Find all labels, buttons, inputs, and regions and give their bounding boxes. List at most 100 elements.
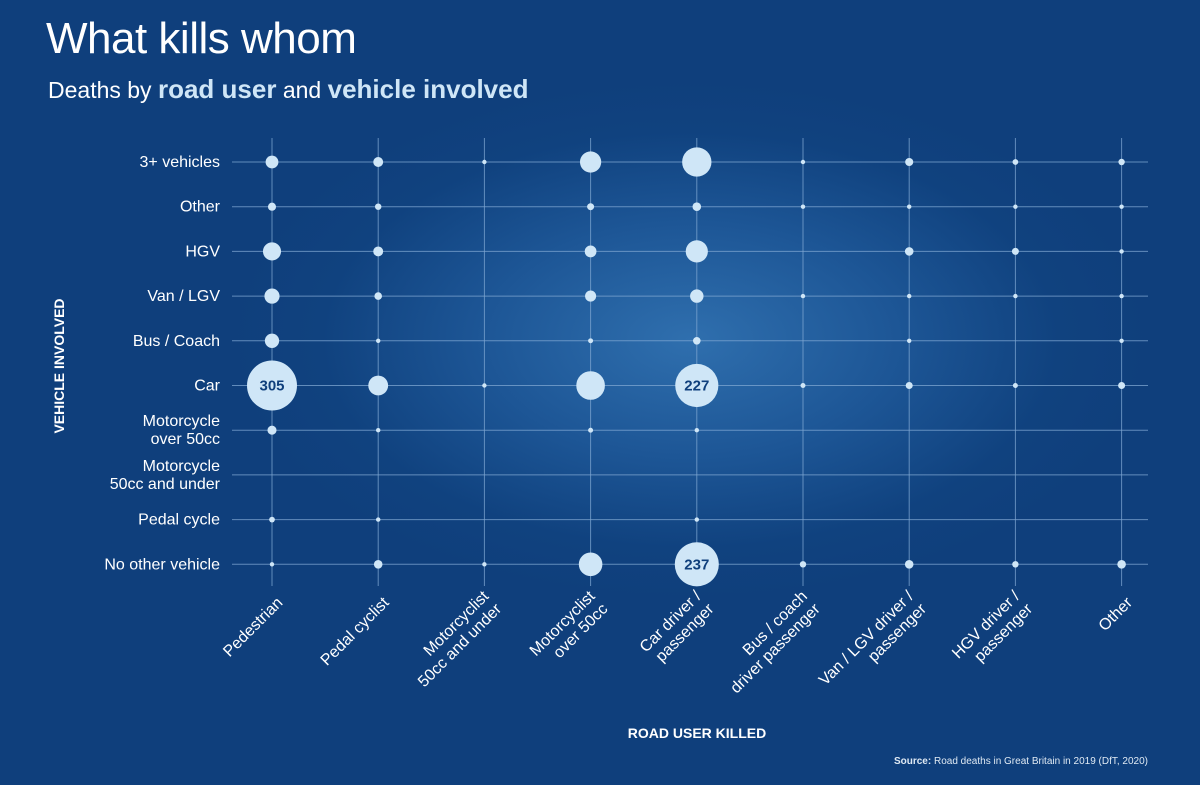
data-bubble: [264, 288, 280, 304]
data-bubble: [376, 517, 381, 522]
x-tick-label: Pedestrian: [220, 594, 286, 660]
data-bubble: [269, 516, 275, 523]
y-axis-title: VEHICLE INVOLVED: [51, 298, 67, 433]
source-note: Source: Road deaths in Great Britain in …: [894, 756, 1148, 767]
data-bubble: [1013, 204, 1018, 209]
data-bubble: [1118, 158, 1125, 166]
y-tick-label: Motorcycle: [143, 413, 220, 430]
y-tick-label: 3+ vehicles: [140, 154, 221, 171]
data-bubble: [1118, 381, 1126, 390]
data-bubble: [904, 560, 914, 569]
data-bubble: [579, 151, 602, 173]
y-tick-label: Car: [194, 378, 220, 395]
x-tick-label: Pedal cyclist: [318, 594, 393, 669]
subtitle-middle: and: [276, 77, 328, 103]
source-text: Road deaths in Great Britain in 2019 (Df…: [931, 756, 1148, 767]
data-bubble: [374, 292, 382, 300]
data-bubble: [373, 560, 383, 569]
data-bubble: [267, 202, 277, 211]
data-bubble: [1117, 560, 1126, 569]
data-bubble: [907, 204, 912, 209]
data-bubble: [693, 337, 701, 345]
data-bubble: [1012, 383, 1018, 388]
x-tick-label: Car driver /passenger: [637, 588, 718, 666]
subtitle-prefix: Deaths by: [48, 77, 158, 103]
source-label: Source:: [893, 756, 932, 767]
x-tick-label-line: Pedal cyclist: [318, 594, 393, 669]
data-bubble: [262, 242, 282, 261]
chart-subtitle: Deaths by road user and vehicle involved: [48, 74, 528, 105]
data-bubble: [375, 203, 382, 210]
data-bubble: [694, 517, 699, 522]
x-axis-title: ROAD USER KILLED: [628, 725, 766, 741]
data-bubble: [800, 293, 806, 299]
data-bubble: [585, 290, 597, 302]
data-bubble: [267, 425, 277, 435]
x-tick-label: Van / LGV driver /passenger: [816, 588, 930, 689]
y-tick-label: Van / LGV: [147, 288, 220, 305]
data-bubble: [800, 383, 806, 388]
subtitle-bold-vehicle: vehicle involved: [327, 74, 529, 104]
y-tick-label: HGV: [185, 243, 220, 260]
data-bubble: [588, 427, 594, 433]
y-tick-label: 50cc and under: [110, 476, 221, 493]
data-bubble: [800, 204, 806, 209]
data-bubble: [1119, 338, 1124, 343]
data-bubble: [584, 245, 597, 258]
data-bubble: [247, 360, 297, 411]
x-tick-label: HGV driver /passenger: [949, 588, 1036, 666]
data-bubble: [376, 428, 381, 433]
y-tick-label: Motorcycle: [143, 458, 220, 475]
data-bubble: [1013, 293, 1018, 299]
y-tick-label: over 50cc: [151, 431, 220, 448]
y-tick-label: Pedal cycle: [138, 512, 220, 529]
bubble-value-label: 227: [684, 378, 709, 395]
data-bubble: [269, 562, 275, 567]
data-bubble: [482, 562, 487, 567]
data-bubble: [907, 293, 912, 299]
data-bubble: [482, 159, 487, 165]
bubble-value-label: 237: [684, 556, 709, 573]
data-bubble: [800, 159, 806, 165]
data-bubble: [587, 203, 595, 211]
y-tick-label: Bus / Coach: [133, 333, 220, 350]
y-tick-label: No other vehicle: [104, 556, 220, 573]
data-bubble: [799, 561, 807, 568]
data-bubble: [368, 375, 389, 396]
data-bubble: [905, 157, 914, 167]
data-bubble: [1011, 247, 1019, 255]
data-bubble: [685, 240, 708, 263]
data-bubble: [482, 383, 487, 388]
x-tick-label-line: Pedestrian: [220, 594, 286, 660]
data-bubble: [264, 333, 280, 348]
data-bubble: [674, 542, 719, 587]
data-bubble: [692, 202, 702, 211]
data-bubble: [907, 338, 912, 343]
y-tick-label: Other: [180, 199, 221, 216]
data-bubble: [905, 381, 913, 390]
data-bubble: [682, 147, 712, 177]
subtitle-bold-road-user: road user: [157, 74, 277, 104]
data-bubble: [690, 289, 704, 303]
data-bubble: [904, 247, 914, 256]
data-bubble: [675, 363, 719, 408]
data-bubble: [373, 246, 384, 257]
data-bubble: [1012, 159, 1019, 165]
data-bubble: [1119, 293, 1124, 299]
data-bubble: [1012, 561, 1019, 568]
data-bubble: [588, 338, 594, 344]
data-bubble: [694, 428, 699, 433]
data-bubble: [265, 155, 279, 169]
data-bubble: [376, 338, 381, 343]
data-bubble: [373, 157, 384, 167]
data-bubble: [1119, 249, 1124, 254]
bubble-value-label: 305: [259, 378, 284, 395]
chart-title: What kills whom: [46, 14, 357, 63]
data-bubble: [576, 371, 605, 400]
data-bubble: [578, 552, 603, 577]
